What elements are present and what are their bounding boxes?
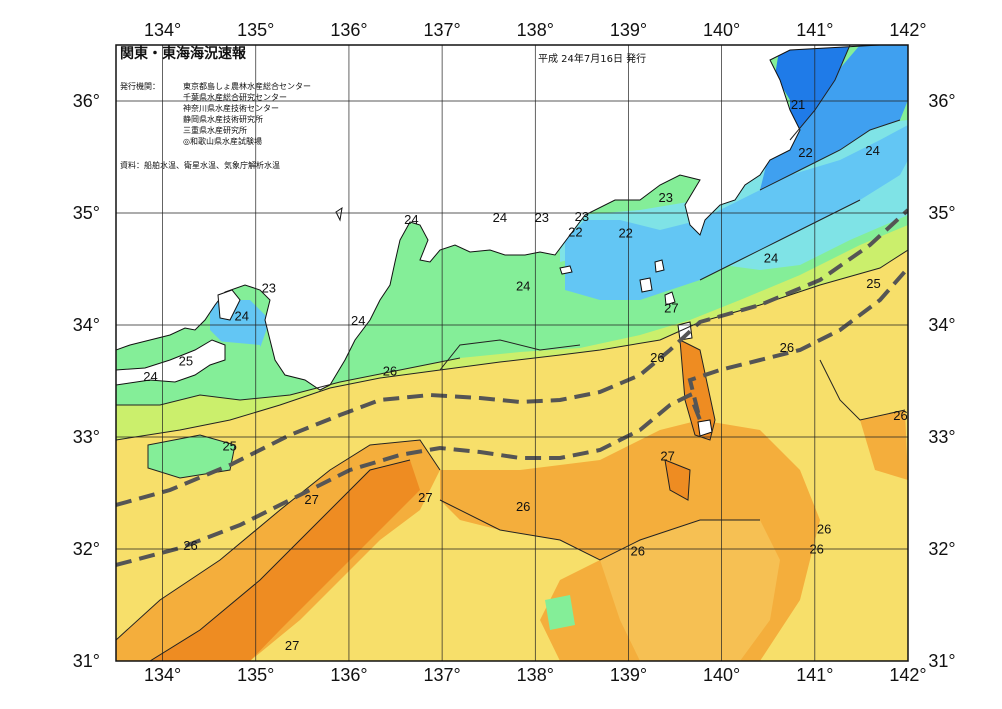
isotherm-value-label: 26 — [817, 521, 831, 536]
isotherm-value-label: 26 — [631, 544, 645, 559]
issuer-name: 神奈川県水産技術センター — [183, 103, 279, 113]
isotherm-value-label: 23 — [659, 190, 673, 205]
isotherm-value-label: 27 — [660, 449, 674, 464]
isotherm-value-label: 25 — [866, 276, 880, 291]
lat-tick-left: 36° — [73, 91, 100, 111]
issuer-label: 発行機関： — [120, 81, 160, 91]
lat-tick-right: 32° — [928, 539, 955, 559]
lat-tick-right: 36° — [928, 91, 955, 111]
isotherm-value-label: 27 — [664, 301, 678, 316]
lon-tick-bottom: 142° — [889, 665, 926, 685]
isotherm-value-label: 22 — [568, 225, 582, 240]
lon-tick-top: 138° — [517, 20, 554, 40]
lon-tick-bottom: 135° — [237, 665, 274, 685]
lon-tick-top: 139° — [610, 20, 647, 40]
lat-tick-right: 35° — [928, 203, 955, 223]
isotherm-value-label: 25 — [222, 438, 236, 453]
lon-tick-top: 135° — [237, 20, 274, 40]
lat-tick-right: 31° — [928, 651, 955, 671]
isotherm-value-label: 27 — [304, 492, 318, 507]
isotherm-value-label: 27 — [285, 638, 299, 653]
isotherm-value-label: 24 — [351, 313, 365, 328]
isotherm-value-label: 25 — [179, 353, 193, 368]
lon-tick-top: 142° — [889, 20, 926, 40]
lat-tick-left: 32° — [73, 539, 100, 559]
isotherm-value-label: 24 — [143, 369, 157, 384]
lat-tick-left: 31° — [73, 651, 100, 671]
lon-tick-top: 140° — [703, 20, 740, 40]
isotherm-value-label: 22 — [798, 145, 812, 160]
isotherm-value-label: 26 — [183, 538, 197, 553]
isotherm-value-label: 27 — [418, 490, 432, 505]
isotherm-value-label: 24 — [404, 212, 418, 227]
isotherm-value-label: 24 — [235, 309, 249, 324]
axis-tick-labels: 134° 134° 135° 135° 136° 136° 137° 137° 138° 138°… — [73, 20, 956, 685]
lon-tick-top: 136° — [330, 20, 367, 40]
land-mass — [116, 45, 908, 437]
isotherm-value-label: 23 — [535, 210, 549, 225]
data-source: 資料：船舶水温、衛星水温、気象庁解析水温 — [120, 160, 280, 170]
kuroshio-axis-lines — [116, 208, 908, 567]
map-frame — [115, 44, 909, 662]
issue-date: 平成 24年7月16日 発行 — [538, 52, 646, 65]
isotherm-value-label: 26 — [809, 541, 823, 556]
isotherm-value-label: 26 — [780, 340, 794, 355]
isotherm-value-label: 24 — [865, 143, 879, 158]
lon-tick-bottom: 136° — [330, 665, 367, 685]
issuer-name: ◎和歌山県水産試験場 — [183, 136, 262, 146]
isotherm-value-label: 24 — [516, 278, 530, 293]
isotherm-value-label: 24 — [764, 250, 778, 265]
isotherm-value-label: 26 — [650, 350, 664, 365]
lon-tick-bottom: 141° — [796, 665, 833, 685]
lat-tick-right: 34° — [928, 315, 955, 335]
lat-tick-left: 35° — [73, 203, 100, 223]
issuer-name: 東京都島しょ農林水産総合センター — [183, 81, 311, 91]
lon-tick-bottom: 139° — [610, 665, 647, 685]
lon-tick-bottom: 138° — [517, 665, 554, 685]
lon-tick-bottom: 137° — [424, 665, 461, 685]
issuer-name: 三重県水産研究所 — [183, 125, 247, 135]
lon-tick-top: 137° — [424, 20, 461, 40]
isotherm-value-label: 21 — [791, 97, 805, 112]
lon-tick-top: 141° — [796, 20, 833, 40]
lat-tick-left: 34° — [73, 315, 100, 335]
issuer-name: 千葉県水産総合研究センター — [183, 92, 287, 102]
isotherm-value-label: 26 — [893, 408, 907, 423]
lat-tick-left: 33° — [73, 427, 100, 447]
isotherm-value-label: 24 — [493, 210, 507, 225]
issuer-name: 静岡県水産技術研究所 — [183, 114, 263, 124]
lon-tick-bottom: 140° — [703, 665, 740, 685]
lon-tick-bottom: 134° — [144, 665, 181, 685]
lon-tick-top: 134° — [144, 20, 181, 40]
isotherm-value-label: 26 — [383, 363, 397, 378]
lat-lon-grid — [116, 45, 908, 661]
isotherm-value-label: 23 — [575, 209, 589, 224]
isotherm-value-label: 22 — [618, 226, 632, 241]
map-title: 関東・東海海況速報 — [120, 45, 247, 62]
isotherm-value-label: 26 — [516, 499, 530, 514]
lat-tick-right: 33° — [928, 427, 955, 447]
isotherm-value-label: 23 — [262, 281, 276, 296]
issuer-list: 東京都島しょ農林水産総合センター千葉県水産総合研究センター神奈川県水産技術センタ… — [183, 81, 311, 146]
